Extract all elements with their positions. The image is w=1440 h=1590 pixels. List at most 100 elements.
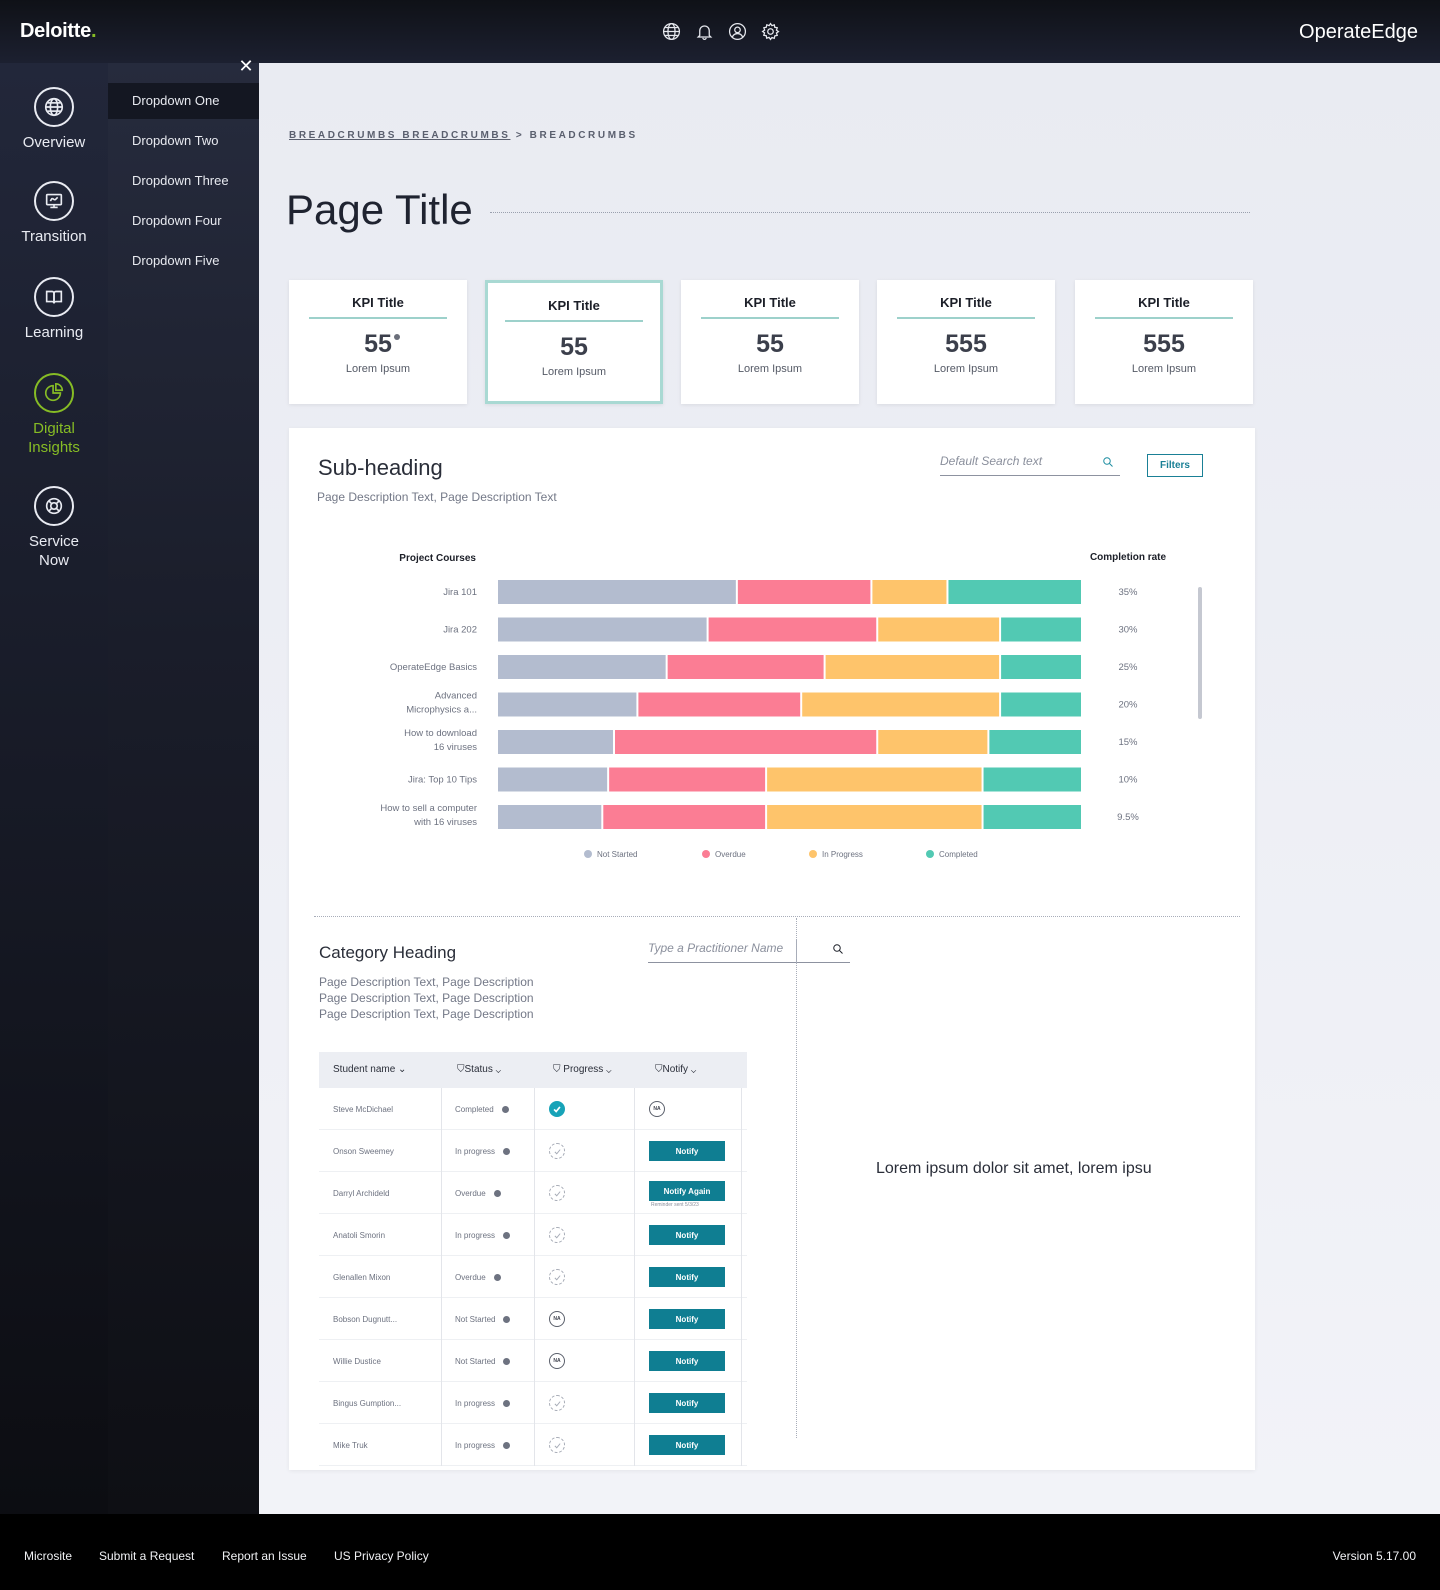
info-icon[interactable] xyxy=(503,1399,511,1407)
info-icon[interactable] xyxy=(503,1231,511,1239)
dropdown-item-four[interactable]: Dropdown Four xyxy=(132,213,222,228)
rail-item-transition[interactable]: Transition xyxy=(0,181,108,246)
info-icon[interactable] xyxy=(501,1105,509,1113)
info-icon[interactable] xyxy=(493,1189,501,1197)
kpi-card-5[interactable]: KPI Title 555 Lorem Ipsum xyxy=(1075,280,1253,404)
filters-button[interactable]: Filters xyxy=(1147,454,1203,477)
practitioner-search-input[interactable] xyxy=(648,941,798,955)
status-cell: In progress xyxy=(455,1424,511,1466)
chart-search xyxy=(940,452,1120,476)
monitor-icon xyxy=(45,193,63,209)
globe-icon xyxy=(44,97,64,117)
search-input[interactable] xyxy=(940,454,1090,468)
student-name: Mike Truk xyxy=(333,1440,368,1450)
dropdown-item-two[interactable]: Dropdown Two xyxy=(132,133,219,148)
page-title: Page Title xyxy=(286,186,473,233)
bar-segment-not-started xyxy=(498,692,637,717)
kpi-card-2[interactable]: KPI Title 55 Lorem Ipsum xyxy=(485,280,663,404)
info-icon[interactable] xyxy=(503,1315,511,1323)
table-body: Steve McDichael Completed NA Onson Sweemey I… xyxy=(319,1088,747,1466)
footer-link-report-issue[interactable]: Report an Issue xyxy=(222,1549,307,1563)
header-notify[interactable]: ⛉Notify ⌄ xyxy=(655,1064,697,1075)
footer-link-privacy[interactable]: US Privacy Policy xyxy=(334,1549,429,1563)
globe-icon[interactable] xyxy=(662,22,681,41)
notify-button[interactable]: Notify xyxy=(649,1225,725,1245)
info-icon[interactable] xyxy=(493,1273,501,1281)
kpi-value-wrap: 55 xyxy=(364,330,400,359)
bar-segment-not-started xyxy=(498,655,666,679)
kpi-label: Lorem Ipsum xyxy=(1131,363,1197,375)
completion-rate-label: 25% xyxy=(1118,662,1138,673)
info-icon[interactable] xyxy=(503,1357,511,1365)
dropdown-item-five[interactable]: Dropdown Five xyxy=(132,253,220,268)
user-icon[interactable] xyxy=(728,22,747,41)
bar-segment-overdue xyxy=(615,730,877,754)
kpi-divider xyxy=(309,317,447,319)
rail-item-label: Digital Insights xyxy=(28,420,80,456)
status-cell: In progress xyxy=(455,1214,511,1256)
bar-segment-overdue xyxy=(603,805,766,829)
brand-logo[interactable]: Deloitte. xyxy=(20,20,97,42)
category-label: Jira: Top 10 Tips xyxy=(408,775,477,786)
kpi-divider xyxy=(701,317,839,319)
rail-item-service-now[interactable]: Service Now xyxy=(0,486,108,570)
notify-cell: Notify Again xyxy=(649,1172,725,1214)
header-progress[interactable]: ⛉ Progress ⌄ xyxy=(553,1064,612,1075)
info-icon[interactable] xyxy=(393,334,400,340)
table-row: Darryl Archideld Overdue Notify Again Remin… xyxy=(319,1172,747,1214)
info-icon[interactable] xyxy=(503,1441,511,1449)
search-icon[interactable] xyxy=(1102,456,1114,468)
kpi-card-3[interactable]: KPI Title 55 Lorem Ipsum xyxy=(681,280,859,404)
notify-cell: Notify xyxy=(649,1256,725,1298)
column-divider xyxy=(796,918,797,1438)
info-icon[interactable] xyxy=(503,1147,511,1155)
gear-icon[interactable] xyxy=(761,22,780,41)
chevron-down-icon: ⌄ xyxy=(690,1064,697,1075)
filter-icon: ⛉ xyxy=(553,1064,561,1075)
notify-button[interactable]: Notify xyxy=(649,1435,725,1455)
kpi-card-4[interactable]: KPI Title 555 Lorem Ipsum xyxy=(877,280,1055,404)
close-icon[interactable]: ✕ xyxy=(238,56,254,76)
sub-heading: Sub-heading xyxy=(318,455,443,480)
category-label: How to sell a computer with 16 viruses xyxy=(380,803,477,828)
category-label: OperateEdge Basics xyxy=(390,662,477,673)
kpi-value: 555 xyxy=(945,330,987,358)
rail-item-learning[interactable]: Learning xyxy=(0,277,108,342)
dropdown-item-one[interactable]: Dropdown One xyxy=(108,83,259,119)
rail-item-digital-insights[interactable]: Digital Insights xyxy=(0,373,108,457)
rail-item-overview[interactable]: Overview xyxy=(0,87,108,152)
bar-segment-in-progress xyxy=(878,617,1000,642)
legend-label: Not Started xyxy=(597,850,637,859)
footer-link-microsite[interactable]: Microsite xyxy=(24,1549,73,1563)
progress-cell xyxy=(549,1256,565,1298)
notify-button[interactable]: Notify xyxy=(649,1393,725,1413)
kpi-card-1[interactable]: KPI Title 55 Lorem Ipsum xyxy=(289,280,467,404)
table-header: Student name ⌄ ⛉Status ⌄ ⛉ Progress ⌄ ⛉N… xyxy=(319,1052,747,1088)
notify-button[interactable]: Notify xyxy=(649,1309,725,1329)
table-row: Bingus Gumption... In progress Notify xyxy=(319,1382,747,1424)
notify-button[interactable]: Notify xyxy=(649,1351,725,1371)
header-status[interactable]: ⛉Status ⌄ xyxy=(457,1064,502,1075)
search-separator xyxy=(796,939,797,963)
dropdown-item-three[interactable]: Dropdown Three xyxy=(132,173,229,188)
kpi-title: KPI Title xyxy=(352,295,404,310)
category-description: Page Description Text, Page Description … xyxy=(319,974,534,1022)
notify-button[interactable]: Notify xyxy=(649,1141,725,1161)
header-student-name[interactable]: Student name ⌄ xyxy=(333,1064,407,1075)
bell-icon[interactable] xyxy=(695,22,714,41)
rail-item-label: Transition xyxy=(21,228,87,245)
chevron-down-icon: ⌄ xyxy=(495,1064,502,1075)
footer-link-submit-request[interactable]: Submit a Request xyxy=(99,1549,195,1563)
na-icon: NA xyxy=(649,1101,665,1117)
breadcrumb-link[interactable]: BREADCRUMBS BREADCRUMBS xyxy=(289,130,511,141)
search-icon[interactable] xyxy=(832,943,844,955)
legend-swatch xyxy=(702,850,710,858)
bar-segment-overdue xyxy=(708,617,877,642)
progress-cell: NA xyxy=(549,1298,565,1340)
chevron-down-icon: ⌄ xyxy=(398,1064,407,1075)
chart-scrollbar[interactable] xyxy=(1198,587,1202,719)
category-label: Jira 202 xyxy=(443,625,477,636)
notify-button[interactable]: Notify xyxy=(649,1267,725,1287)
notify-button[interactable]: Notify Again xyxy=(649,1181,725,1201)
notify-cell: Notify xyxy=(649,1340,725,1382)
